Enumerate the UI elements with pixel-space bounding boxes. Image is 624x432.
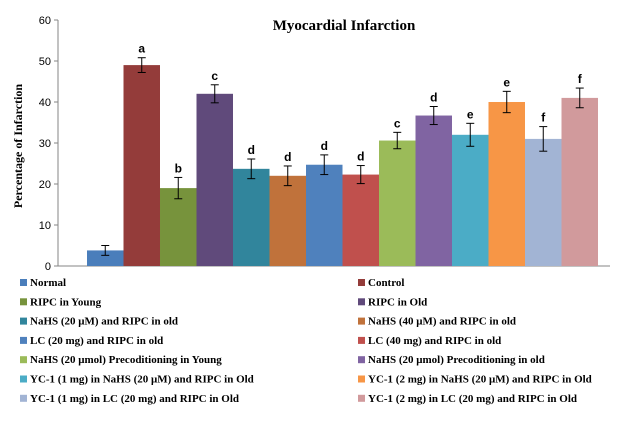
legend-swatch [20,317,27,325]
legend-swatch [20,375,27,383]
data-label: d [248,143,255,157]
legend-swatch [20,356,27,364]
bar [488,102,525,266]
legend-label: LC (40 mg) and RIPC in old [368,335,501,347]
legend-label: NaHS (40 μM) and RIPC in old [368,316,516,328]
bar [561,97,598,267]
legend-swatch [358,394,365,402]
bar [379,140,416,266]
legend-label: YC-1 (2 mg) in NaHS (20 μM) and RIPC in … [368,374,592,386]
legend-label: YC-1 (2 mg) in LC (20 mg) and RIPC in Ol… [368,393,577,405]
bar [342,174,379,266]
y-axis-ticks: 0 10 20 30 40 50 60 [39,15,58,273]
bar [525,138,562,266]
data-label: c [394,116,401,130]
legend-label: RIPC in Old [368,296,427,308]
legend-swatch [20,279,27,286]
data-label: c [211,69,218,83]
data-label: e [503,75,510,89]
data-label: d [357,150,364,164]
legend-swatch [20,394,27,402]
y-tick-label: 0 [45,261,51,273]
legend-swatch [20,336,27,344]
data-label: b [175,161,182,175]
y-tick-label: 40 [39,97,51,109]
data-label: e [467,107,474,121]
legend-label: YC-1 (1 mg) in NaHS (20 μM) and RIPC in … [30,374,254,386]
data-label: d [430,91,437,105]
legend-label: YC-1 (1 mg) in LC (20 mg) and RIPC in Ol… [30,393,239,405]
bar [452,134,489,266]
data-label: d [321,139,328,153]
legend-label: LC (20 mg) and RIPC in old [30,335,163,347]
bar [269,175,306,266]
y-tick-label: 10 [39,220,51,232]
legend-label: Control [368,277,404,289]
legend-label: Normal [30,277,66,289]
legend: Normal Control RIPC in Young RIPC in Old NaH… [20,277,592,405]
bar [87,250,124,266]
bar [233,168,270,266]
y-tick-label: 60 [39,15,51,27]
data-label: f [541,111,546,125]
legend-swatch [20,298,27,306]
legend-swatch [358,375,365,383]
bar [160,188,197,266]
bar [415,115,452,266]
legend-label: NaHS (20 μmol) Precoditioning in Young [30,354,222,366]
legend-swatch [358,317,365,325]
bar [306,164,343,266]
data-label: d [284,150,291,164]
legend-swatch [358,356,365,364]
legend-swatch [358,279,365,286]
legend-label: NaHS (20 μM) and RIPC in old [30,316,178,328]
legend-label: NaHS (20 μmol) Precoditioning in old [368,354,545,366]
data-label: f [578,72,583,86]
legend-swatch [358,298,365,306]
y-tick-label: 30 [39,138,51,150]
data-label: a [138,42,145,56]
bars-group: a b c d d d d c d e e f f [87,42,598,267]
legend-label: RIPC in Young [30,296,102,308]
legend-swatch [358,336,365,344]
bar [196,93,233,266]
y-axis-label: Percentage of Infarction [11,84,25,209]
y-tick-label: 50 [39,56,51,68]
bar [123,65,160,266]
chart-title: Myocardial Infarction [273,18,416,34]
y-tick-label: 20 [39,179,51,191]
